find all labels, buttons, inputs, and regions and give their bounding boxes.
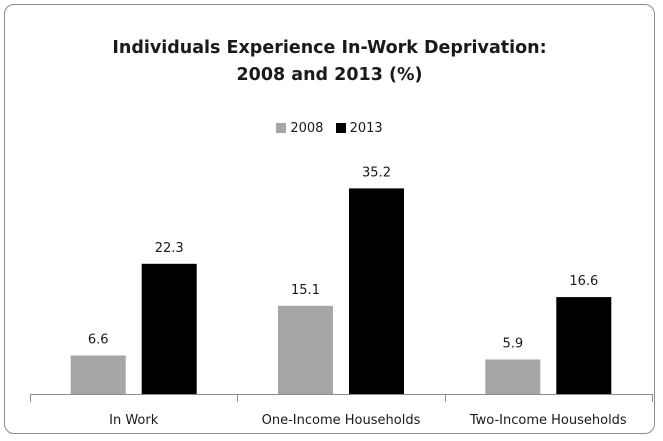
legend-swatch-2008 bbox=[276, 123, 287, 133]
data-label-2013-0: 22.3 bbox=[155, 241, 184, 256]
data-label-2013-2: 16.6 bbox=[569, 274, 598, 289]
x-tick-label-0: In Work bbox=[109, 413, 159, 428]
legend: 2008 2013 bbox=[5, 121, 654, 137]
chart-title-line-2: 2008 and 2013 (%) bbox=[236, 65, 423, 85]
legend-item-2008: 2008 bbox=[276, 121, 323, 137]
bar-2013-2 bbox=[556, 297, 612, 394]
bar-2008-0 bbox=[70, 355, 126, 394]
data-label-2013-1: 35.2 bbox=[362, 165, 391, 180]
data-label-2008-0: 6.6 bbox=[88, 333, 109, 348]
legend-item-2013: 2013 bbox=[335, 121, 383, 137]
legend-label-2008: 2008 bbox=[290, 121, 324, 136]
chart-title-line-1: Individuals Experience In-Work Deprivati… bbox=[112, 38, 547, 58]
bar-2008-2 bbox=[485, 359, 541, 394]
x-tick-label-1: One-Income Households bbox=[262, 413, 421, 428]
bar-2008-1 bbox=[278, 305, 333, 394]
x-tick-label-2: Two-Income Households bbox=[469, 413, 627, 428]
bar-2013-0 bbox=[141, 263, 197, 394]
chart-title: Individuals Experience In-Work Deprivati… bbox=[5, 35, 654, 89]
data-label-2008-1: 15.1 bbox=[291, 283, 320, 298]
bar-2013-1 bbox=[349, 188, 404, 394]
data-label-2008-2: 5.9 bbox=[502, 337, 523, 352]
legend-swatch-2013 bbox=[335, 123, 346, 133]
legend-label-2013: 2013 bbox=[349, 121, 383, 136]
